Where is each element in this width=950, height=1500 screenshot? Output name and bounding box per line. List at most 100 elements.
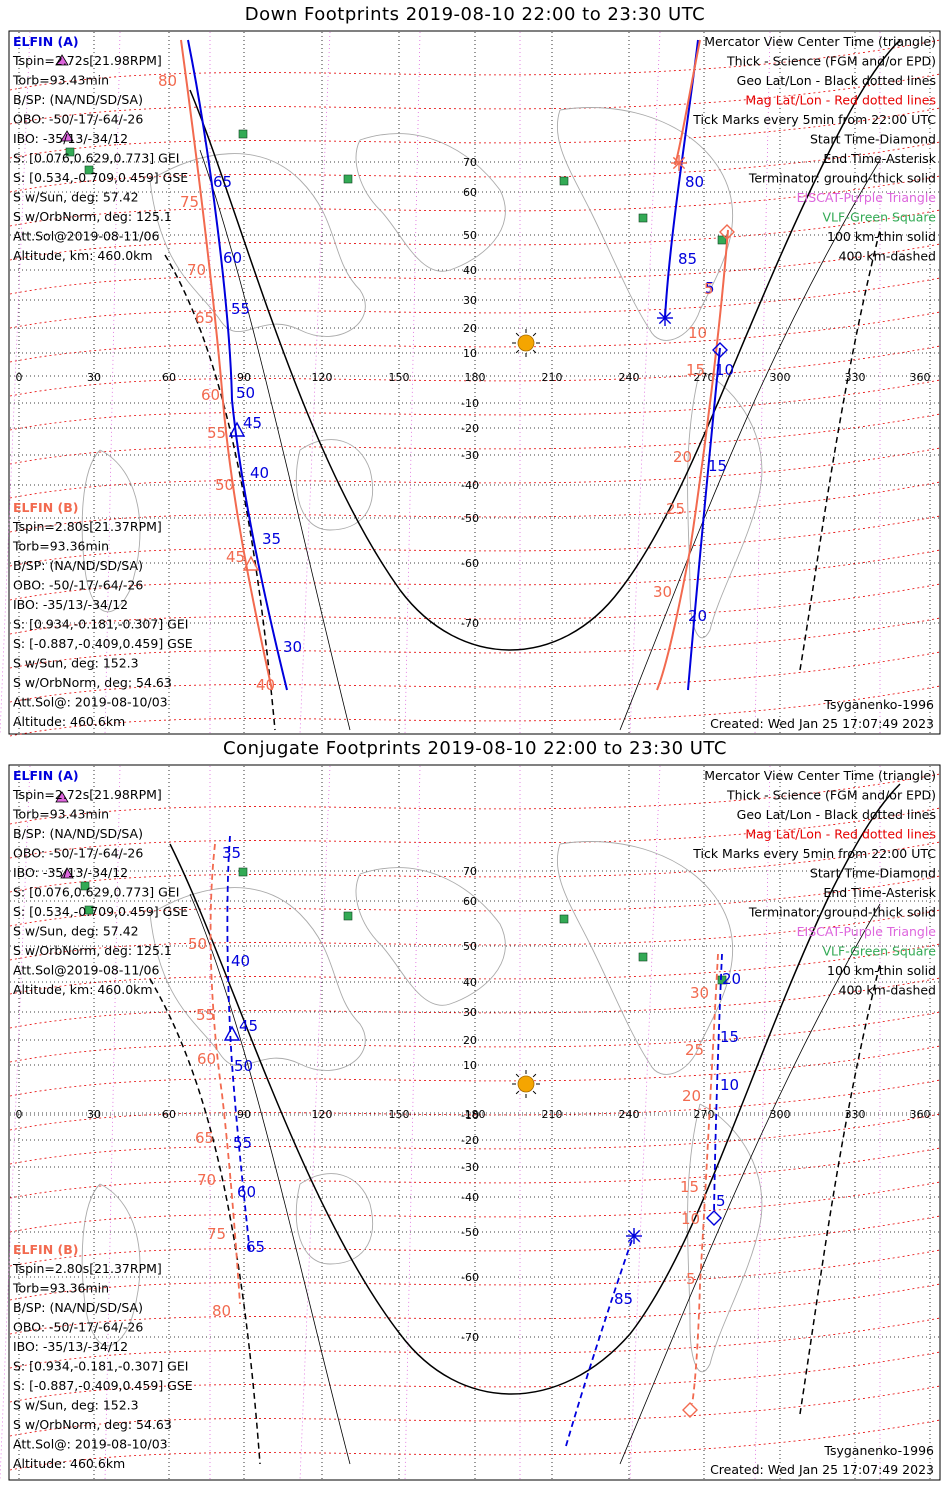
track-tick-label: 15	[708, 457, 727, 475]
legend-line: Thick - Science (FGM and/or EPD)	[726, 788, 936, 803]
track-tick-label: 5	[705, 279, 715, 297]
mag-lat-line	[9, 1249, 941, 1301]
legend-line: 100 km-thin solid	[827, 229, 936, 244]
elfin-b-info-line: S w/OrbNorm, deg: 54.63	[13, 1417, 172, 1432]
elfin-a-info-line: S: [0.076,0.629,0.773] GEI	[13, 151, 179, 166]
lat-tick-label: -50	[461, 512, 479, 525]
track-tick-label: 55	[196, 1006, 215, 1024]
mag-lat-line	[9, 209, 941, 261]
track-tick-label: 80	[158, 72, 177, 90]
elfin-a-info-line: B/SP: (NA/ND/SD/SA)	[13, 92, 143, 107]
terminator-100km	[189, 893, 881, 1465]
elfin-b-info-line: Tspin=2.80s[21.37RPM]	[12, 1261, 162, 1276]
lat-tick-label: -40	[461, 479, 479, 492]
track-tick-label: 55	[233, 1134, 252, 1152]
legend-line: Mercator View Center Time (triangle)	[704, 34, 936, 49]
elfin-a-info-line: IBO: -35/13/-34/12	[13, 131, 128, 146]
legend-line: Mercator View Center Time (triangle)	[704, 768, 936, 783]
elfin-b-info-line: Altitude: 460.6km	[13, 714, 125, 729]
mag-lat-line	[9, 1181, 941, 1233]
mag-lat-line	[9, 413, 941, 465]
lat-tick-label: 60	[463, 895, 477, 908]
lat-tick-label: -10	[461, 397, 479, 410]
elfin-b-info-line: Altitude: 460.6km	[13, 1456, 125, 1471]
elfin-a-track-left	[187, 39, 288, 691]
lon-tick-label: 240	[619, 1108, 640, 1121]
mag-lat-line	[9, 1351, 941, 1403]
elfin-a-track-right	[565, 953, 723, 1447]
elfin-b-info-line: OBO: -50/-17/-64/-26	[13, 578, 143, 593]
track-tick-label: 30	[653, 583, 672, 601]
mag-lat-line	[9, 481, 941, 533]
lat-tick-label: 20	[463, 1034, 477, 1047]
elfin-a-info-line: Tspin=2.72s[21.98RPM]	[12, 787, 162, 802]
elfin-a-info-line: Att.Sol@2019-08-11/06	[13, 963, 159, 978]
lon-tick-label: 360	[910, 371, 931, 384]
eiscat-triangle	[55, 791, 69, 803]
track-tick-label: 75	[207, 1225, 226, 1243]
elfin-b-info-line: S w/Sun, deg: 152.3	[13, 656, 139, 671]
end-asterisk	[626, 1228, 642, 1244]
legend-line: Tick Marks every 5min from 22:00 UTC	[692, 846, 936, 861]
elfin-a-name: ELFIN (A)	[13, 34, 79, 49]
track-tick-label: 45	[243, 414, 262, 432]
track-tick-label: 15	[686, 361, 705, 379]
mag-lat-line	[9, 1283, 941, 1335]
coastline	[295, 439, 374, 531]
lon-tick-label: 300	[770, 371, 791, 384]
lat-tick-label: 30	[463, 1006, 477, 1019]
vlf-station-square	[343, 911, 353, 921]
center-triangle	[242, 555, 260, 571]
elfin-a-info-line: IBO: -35/13/-34/12	[13, 865, 128, 880]
track-tick-label: 40	[250, 464, 269, 482]
mag-lat-line	[9, 243, 941, 295]
lat-tick-label: -50	[461, 1226, 479, 1239]
lat-tick-label: 30	[463, 294, 477, 307]
elfin-a-info-line: S w/OrbNorm, deg: 125.1	[13, 943, 172, 958]
mag-lat-line	[9, 909, 941, 961]
track-tick-label: 15	[720, 1028, 739, 1046]
lon-tick-label: 0	[16, 371, 23, 384]
legend-line: Mag Lat/Lon - Red dotted lines	[745, 93, 936, 108]
legend-line: End Time-Asterisk	[823, 151, 936, 166]
vlf-station-square	[559, 914, 569, 924]
track-tick-label: 40	[256, 676, 275, 694]
coastline	[687, 369, 763, 639]
mag-lat-line	[9, 311, 941, 363]
mag-lat-line	[9, 841, 941, 893]
coastline	[556, 841, 734, 1075]
elfin-a-info-line: S w/Sun, deg: 57.42	[13, 190, 139, 205]
elfin-a-info-line: OBO: -50/-17/-64/-26	[13, 112, 143, 127]
track-tick-label: 10	[688, 324, 707, 342]
coastline	[149, 153, 366, 337]
start-diamond	[712, 342, 728, 358]
lon-tick-label: 150	[389, 1108, 410, 1121]
track-tick-label: 10	[681, 1210, 700, 1228]
track-tick-label: 45	[226, 548, 245, 566]
coastline	[81, 449, 141, 613]
mag-lat-line	[9, 1317, 941, 1369]
mag-lat-line	[9, 1011, 941, 1063]
lat-tick-label: 50	[463, 229, 477, 242]
lon-tick-label: 360	[910, 1108, 931, 1121]
mag-lat-line	[9, 73, 941, 125]
elfin-a-info-line: S: [0.534,-0.709,0.459] GSE	[13, 170, 188, 185]
track-tick-label: 30	[690, 984, 709, 1002]
elfin-b-name: ELFIN (B)	[13, 500, 78, 515]
lon-tick-label: 180	[465, 1108, 486, 1121]
coastline	[81, 1183, 141, 1347]
vlf-station-square	[343, 174, 353, 184]
track-tick-label: 5	[686, 1270, 696, 1288]
elfin-a-info-line: Att.Sol@2019-08-11/06	[13, 229, 159, 244]
track-tick-label: 55	[231, 300, 250, 318]
panel-title: Down Footprints 2019-08-10 22:00 to 23:3…	[244, 4, 706, 25]
elfin-b-info-line: B/SP: (NA/ND/SD/SA)	[13, 1300, 143, 1315]
elfin-b-name: ELFIN (B)	[13, 1242, 78, 1257]
vlf-station-square	[717, 975, 727, 985]
mag-lat-line	[9, 617, 941, 669]
legend-line: End Time-Asterisk	[823, 885, 936, 900]
mag-lat-line	[9, 447, 941, 499]
lat-tick-label: -70	[461, 1331, 479, 1344]
lon-tick-label: 270	[694, 1108, 715, 1121]
track-tick-label: 20	[682, 1087, 701, 1105]
